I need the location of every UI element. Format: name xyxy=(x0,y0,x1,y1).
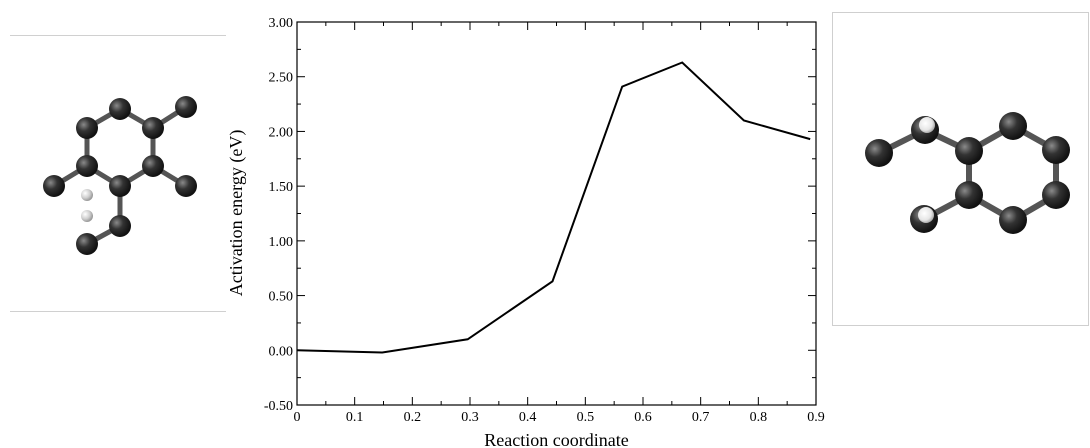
x-axis-title: Reaction coordinate xyxy=(484,430,628,448)
carbon-atom xyxy=(175,175,197,197)
carbon-atom xyxy=(76,117,98,139)
carbon-atom xyxy=(999,112,1027,140)
series-line xyxy=(296,61,811,354)
x-tick-label: 0.2 xyxy=(404,410,422,425)
carbon-atom xyxy=(1042,136,1070,164)
carbon-atom xyxy=(999,206,1027,234)
initial-structure-panel xyxy=(10,35,226,312)
y-tick-label: 0.50 xyxy=(269,290,294,305)
x-tick-label: 0.6 xyxy=(634,410,652,425)
plot-frame xyxy=(296,21,817,406)
activation-energy-chart: 0 0.1 0.2 0.3 0.4 0.5 0.6 0.7 0.8 0.9 -0.50 0.00 0.… xyxy=(226,16,825,448)
carbon-atom xyxy=(76,233,98,255)
x-tick-label: 0.9 xyxy=(807,410,825,425)
x-tick-label: 0.4 xyxy=(519,410,537,425)
hydrogen-atom xyxy=(81,189,93,201)
x-tick-label: 0.8 xyxy=(750,410,768,425)
hydrogen-atom xyxy=(919,117,935,133)
y-tick-label: 1.00 xyxy=(269,235,294,250)
final-structure-panel xyxy=(832,12,1089,326)
y-axis-ticks xyxy=(297,21,816,406)
right-atoms xyxy=(865,112,1070,234)
carbon-atom xyxy=(109,175,131,197)
carbon-atom xyxy=(955,181,983,209)
x-axis-tick-labels: 0 0.1 0.2 0.3 0.4 0.5 0.6 0.7 0.8 0.9 xyxy=(294,410,825,425)
y-tick-label: 2.50 xyxy=(269,71,294,86)
series-layer xyxy=(296,61,811,354)
hydrogen-atom xyxy=(918,207,934,223)
final-structure-image xyxy=(865,112,1070,234)
carbon-atom xyxy=(865,139,893,167)
y-tick-label: -0.50 xyxy=(264,399,293,414)
y-tick-label: 1.50 xyxy=(269,180,294,195)
x-tick-label: 0.1 xyxy=(346,410,364,425)
carbon-atom xyxy=(43,175,65,197)
carbon-atom xyxy=(955,137,983,165)
carbon-atom xyxy=(76,155,98,177)
carbon-atom xyxy=(109,215,131,237)
carbon-atom xyxy=(1042,181,1070,209)
y-tick-label: 0.00 xyxy=(269,344,294,359)
x-tick-label: 0.3 xyxy=(461,410,479,425)
y-axis-title: Activation energy (eV) xyxy=(226,130,247,297)
x-tick-label: 0.7 xyxy=(692,410,710,425)
y-tick-label: 3.00 xyxy=(269,16,294,31)
carbon-atom xyxy=(142,155,164,177)
carbon-atom xyxy=(175,96,197,118)
carbon-atom xyxy=(109,98,131,120)
initial-structure-image xyxy=(43,96,197,255)
carbon-atom xyxy=(142,117,164,139)
x-tick-label: 0.5 xyxy=(577,410,595,425)
x-axis-ticks xyxy=(296,22,817,405)
hydrogen-atom xyxy=(81,210,93,222)
y-tick-label: 2.00 xyxy=(269,125,294,140)
y-axis-tick-labels: -0.50 0.00 0.50 1.00 1.50 2.00 2.50 3.00 xyxy=(264,16,293,414)
left-atoms xyxy=(43,96,197,255)
x-tick-label: 0 xyxy=(294,410,301,425)
